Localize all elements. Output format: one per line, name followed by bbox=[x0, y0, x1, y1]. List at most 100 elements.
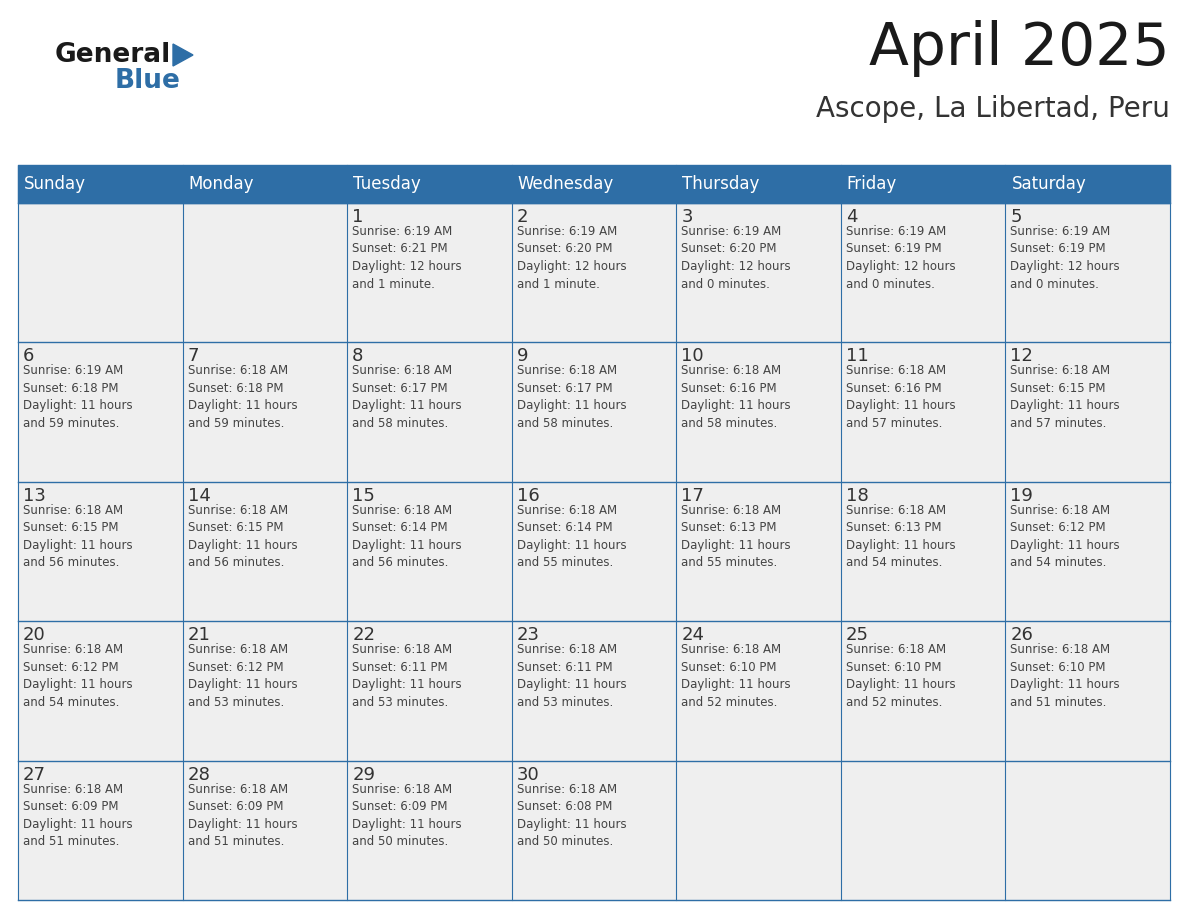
Text: 12: 12 bbox=[1011, 347, 1034, 365]
Text: Sunrise: 6:19 AM
Sunset: 6:18 PM
Daylight: 11 hours
and 59 minutes.: Sunrise: 6:19 AM Sunset: 6:18 PM Dayligh… bbox=[23, 364, 133, 430]
Text: General: General bbox=[55, 42, 171, 68]
Bar bbox=[841, 482, 1005, 621]
Text: 13: 13 bbox=[23, 487, 46, 505]
Text: 28: 28 bbox=[188, 766, 210, 784]
Text: Sunrise: 6:18 AM
Sunset: 6:18 PM
Daylight: 11 hours
and 59 minutes.: Sunrise: 6:18 AM Sunset: 6:18 PM Dayligh… bbox=[188, 364, 297, 430]
Text: Sunrise: 6:18 AM
Sunset: 6:17 PM
Daylight: 11 hours
and 58 minutes.: Sunrise: 6:18 AM Sunset: 6:17 PM Dayligh… bbox=[517, 364, 626, 430]
Bar bbox=[512, 621, 676, 761]
Text: 26: 26 bbox=[1011, 626, 1034, 644]
Text: 20: 20 bbox=[23, 626, 46, 644]
Text: Sunrise: 6:18 AM
Sunset: 6:09 PM
Daylight: 11 hours
and 50 minutes.: Sunrise: 6:18 AM Sunset: 6:09 PM Dayligh… bbox=[352, 783, 462, 848]
Text: Tuesday: Tuesday bbox=[353, 175, 421, 193]
Bar bbox=[512, 482, 676, 621]
Bar bbox=[512, 342, 676, 482]
Text: 8: 8 bbox=[352, 347, 364, 365]
Text: 29: 29 bbox=[352, 766, 375, 784]
Text: 16: 16 bbox=[517, 487, 539, 505]
Text: Ascope, La Libertad, Peru: Ascope, La Libertad, Peru bbox=[816, 95, 1170, 123]
Text: April 2025: April 2025 bbox=[870, 20, 1170, 77]
Bar bbox=[841, 761, 1005, 900]
Bar bbox=[347, 621, 512, 761]
Bar bbox=[18, 482, 183, 621]
Text: Sunday: Sunday bbox=[24, 175, 86, 193]
Text: Sunrise: 6:18 AM
Sunset: 6:14 PM
Daylight: 11 hours
and 56 minutes.: Sunrise: 6:18 AM Sunset: 6:14 PM Dayligh… bbox=[352, 504, 462, 569]
Text: Sunrise: 6:18 AM
Sunset: 6:12 PM
Daylight: 11 hours
and 54 minutes.: Sunrise: 6:18 AM Sunset: 6:12 PM Dayligh… bbox=[23, 644, 133, 709]
Bar bbox=[1005, 482, 1170, 621]
Polygon shape bbox=[173, 44, 192, 66]
Text: Sunrise: 6:19 AM
Sunset: 6:19 PM
Daylight: 12 hours
and 0 minutes.: Sunrise: 6:19 AM Sunset: 6:19 PM Dayligh… bbox=[846, 225, 955, 290]
Text: Sunrise: 6:19 AM
Sunset: 6:20 PM
Daylight: 12 hours
and 1 minute.: Sunrise: 6:19 AM Sunset: 6:20 PM Dayligh… bbox=[517, 225, 626, 290]
Bar bbox=[841, 203, 1005, 342]
Text: Wednesday: Wednesday bbox=[518, 175, 614, 193]
Bar bbox=[18, 165, 1170, 203]
Bar bbox=[512, 203, 676, 342]
Bar bbox=[1005, 342, 1170, 482]
Text: 4: 4 bbox=[846, 208, 858, 226]
Text: 19: 19 bbox=[1011, 487, 1034, 505]
Text: 30: 30 bbox=[517, 766, 539, 784]
Text: 11: 11 bbox=[846, 347, 868, 365]
Text: 9: 9 bbox=[517, 347, 529, 365]
Text: Sunrise: 6:18 AM
Sunset: 6:10 PM
Daylight: 11 hours
and 51 minutes.: Sunrise: 6:18 AM Sunset: 6:10 PM Dayligh… bbox=[1011, 644, 1120, 709]
Text: Sunrise: 6:18 AM
Sunset: 6:15 PM
Daylight: 11 hours
and 56 minutes.: Sunrise: 6:18 AM Sunset: 6:15 PM Dayligh… bbox=[23, 504, 133, 569]
Bar bbox=[676, 482, 841, 621]
Text: 14: 14 bbox=[188, 487, 210, 505]
Text: Sunrise: 6:18 AM
Sunset: 6:13 PM
Daylight: 11 hours
and 55 minutes.: Sunrise: 6:18 AM Sunset: 6:13 PM Dayligh… bbox=[681, 504, 791, 569]
Text: 15: 15 bbox=[352, 487, 375, 505]
Text: Sunrise: 6:18 AM
Sunset: 6:16 PM
Daylight: 11 hours
and 57 minutes.: Sunrise: 6:18 AM Sunset: 6:16 PM Dayligh… bbox=[846, 364, 955, 430]
Bar bbox=[347, 761, 512, 900]
Text: Sunrise: 6:18 AM
Sunset: 6:10 PM
Daylight: 11 hours
and 52 minutes.: Sunrise: 6:18 AM Sunset: 6:10 PM Dayligh… bbox=[681, 644, 791, 709]
Bar bbox=[512, 761, 676, 900]
Text: 24: 24 bbox=[681, 626, 704, 644]
Text: Sunrise: 6:18 AM
Sunset: 6:11 PM
Daylight: 11 hours
and 53 minutes.: Sunrise: 6:18 AM Sunset: 6:11 PM Dayligh… bbox=[517, 644, 626, 709]
Bar bbox=[18, 621, 183, 761]
Text: Sunrise: 6:18 AM
Sunset: 6:15 PM
Daylight: 11 hours
and 57 minutes.: Sunrise: 6:18 AM Sunset: 6:15 PM Dayligh… bbox=[1011, 364, 1120, 430]
Text: 17: 17 bbox=[681, 487, 704, 505]
Text: 23: 23 bbox=[517, 626, 539, 644]
Text: Friday: Friday bbox=[847, 175, 897, 193]
Text: 1: 1 bbox=[352, 208, 364, 226]
Bar bbox=[1005, 203, 1170, 342]
Text: Sunrise: 6:18 AM
Sunset: 6:16 PM
Daylight: 11 hours
and 58 minutes.: Sunrise: 6:18 AM Sunset: 6:16 PM Dayligh… bbox=[681, 364, 791, 430]
Text: Thursday: Thursday bbox=[682, 175, 759, 193]
Text: 25: 25 bbox=[846, 626, 868, 644]
Text: 22: 22 bbox=[352, 626, 375, 644]
Bar bbox=[183, 482, 347, 621]
Text: Sunrise: 6:18 AM
Sunset: 6:14 PM
Daylight: 11 hours
and 55 minutes.: Sunrise: 6:18 AM Sunset: 6:14 PM Dayligh… bbox=[517, 504, 626, 569]
Bar bbox=[183, 203, 347, 342]
Text: 27: 27 bbox=[23, 766, 46, 784]
Bar bbox=[183, 621, 347, 761]
Bar bbox=[841, 621, 1005, 761]
Text: Sunrise: 6:18 AM
Sunset: 6:11 PM
Daylight: 11 hours
and 53 minutes.: Sunrise: 6:18 AM Sunset: 6:11 PM Dayligh… bbox=[352, 644, 462, 709]
Text: Sunrise: 6:18 AM
Sunset: 6:12 PM
Daylight: 11 hours
and 54 minutes.: Sunrise: 6:18 AM Sunset: 6:12 PM Dayligh… bbox=[1011, 504, 1120, 569]
Bar bbox=[841, 342, 1005, 482]
Bar bbox=[18, 342, 183, 482]
Text: 2: 2 bbox=[517, 208, 529, 226]
Bar bbox=[676, 342, 841, 482]
Bar bbox=[347, 342, 512, 482]
Bar bbox=[1005, 761, 1170, 900]
Bar bbox=[183, 761, 347, 900]
Bar bbox=[676, 203, 841, 342]
Text: 18: 18 bbox=[846, 487, 868, 505]
Text: Saturday: Saturday bbox=[1011, 175, 1086, 193]
Bar bbox=[18, 203, 183, 342]
Bar bbox=[183, 342, 347, 482]
Bar bbox=[676, 761, 841, 900]
Text: Sunrise: 6:18 AM
Sunset: 6:09 PM
Daylight: 11 hours
and 51 minutes.: Sunrise: 6:18 AM Sunset: 6:09 PM Dayligh… bbox=[188, 783, 297, 848]
Text: Sunrise: 6:18 AM
Sunset: 6:12 PM
Daylight: 11 hours
and 53 minutes.: Sunrise: 6:18 AM Sunset: 6:12 PM Dayligh… bbox=[188, 644, 297, 709]
Text: Sunrise: 6:18 AM
Sunset: 6:13 PM
Daylight: 11 hours
and 54 minutes.: Sunrise: 6:18 AM Sunset: 6:13 PM Dayligh… bbox=[846, 504, 955, 569]
Bar bbox=[676, 621, 841, 761]
Text: Sunrise: 6:18 AM
Sunset: 6:09 PM
Daylight: 11 hours
and 51 minutes.: Sunrise: 6:18 AM Sunset: 6:09 PM Dayligh… bbox=[23, 783, 133, 848]
Bar bbox=[1005, 621, 1170, 761]
Text: 3: 3 bbox=[681, 208, 693, 226]
Bar bbox=[347, 203, 512, 342]
Text: 10: 10 bbox=[681, 347, 704, 365]
Text: Sunrise: 6:19 AM
Sunset: 6:19 PM
Daylight: 12 hours
and 0 minutes.: Sunrise: 6:19 AM Sunset: 6:19 PM Dayligh… bbox=[1011, 225, 1120, 290]
Text: 5: 5 bbox=[1011, 208, 1022, 226]
Text: Sunrise: 6:18 AM
Sunset: 6:08 PM
Daylight: 11 hours
and 50 minutes.: Sunrise: 6:18 AM Sunset: 6:08 PM Dayligh… bbox=[517, 783, 626, 848]
Text: Blue: Blue bbox=[115, 68, 181, 94]
Text: 6: 6 bbox=[23, 347, 34, 365]
Text: 21: 21 bbox=[188, 626, 210, 644]
Text: Sunrise: 6:18 AM
Sunset: 6:10 PM
Daylight: 11 hours
and 52 minutes.: Sunrise: 6:18 AM Sunset: 6:10 PM Dayligh… bbox=[846, 644, 955, 709]
